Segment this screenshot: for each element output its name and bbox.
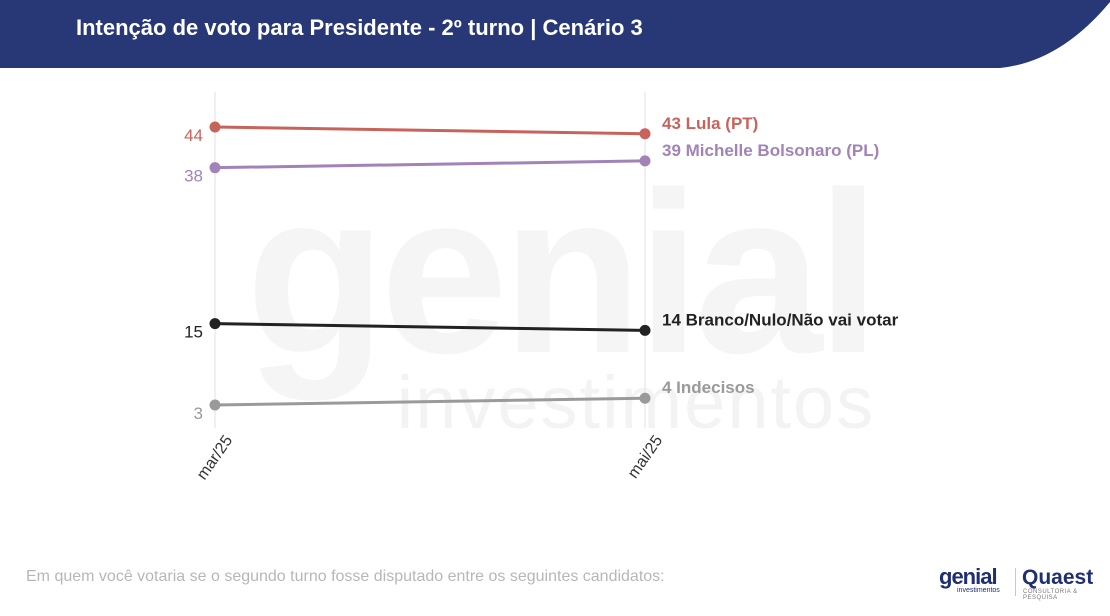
start-value-label: 3 <box>194 404 203 423</box>
title-banner: Intenção de voto para Presidente - 2º tu… <box>0 0 1110 70</box>
x-tick-label: mar/25 <box>194 432 237 483</box>
quaest-logo: Quaest <box>1022 566 1094 589</box>
series-line-2 <box>214 322 646 332</box>
data-point <box>639 155 651 167</box>
gridlines <box>214 92 646 428</box>
data-point <box>639 392 651 404</box>
series-line-0 <box>214 125 646 136</box>
series-group <box>209 121 651 411</box>
question-footnote: Em quem você votaria se o segundo turno … <box>26 568 665 585</box>
series-line-3 <box>214 396 646 407</box>
data-point <box>639 128 651 140</box>
end-series-label: 43 Lula (PT) <box>662 114 758 133</box>
data-point <box>209 162 221 174</box>
watermark-text-big: genial <box>246 144 875 401</box>
start-value-label: 44 <box>184 126 203 145</box>
page-title: Intenção de voto para Presidente - 2º tu… <box>76 15 643 40</box>
data-point <box>209 121 221 133</box>
data-point <box>209 318 221 330</box>
end-series-label: 4 Indecisos <box>662 378 755 397</box>
watermark-text-small: investimentos <box>397 361 875 444</box>
start-value-label: 15 <box>184 323 203 342</box>
banner-shape <box>0 0 1110 68</box>
data-point <box>639 324 651 336</box>
watermark: genial investimentos <box>246 144 881 444</box>
data-point <box>209 399 221 411</box>
end-series-label: 39 Michelle Bolsonaro (PL) <box>662 141 879 160</box>
logos: genial investimentos Quaest CONSULTORIA … <box>935 564 1095 602</box>
series-line-1 <box>214 159 646 170</box>
logo-divider <box>1015 568 1016 596</box>
genial-logo-subtitle: investimentos <box>957 587 1000 594</box>
quaest-logo-subtitle: CONSULTORIA & PESQUISA <box>1023 589 1078 601</box>
genial-logo: genial <box>939 564 998 589</box>
start-value-label: 38 <box>184 167 203 186</box>
end-series-label: 14 Branco/Nulo/Não vai votar <box>662 310 899 329</box>
